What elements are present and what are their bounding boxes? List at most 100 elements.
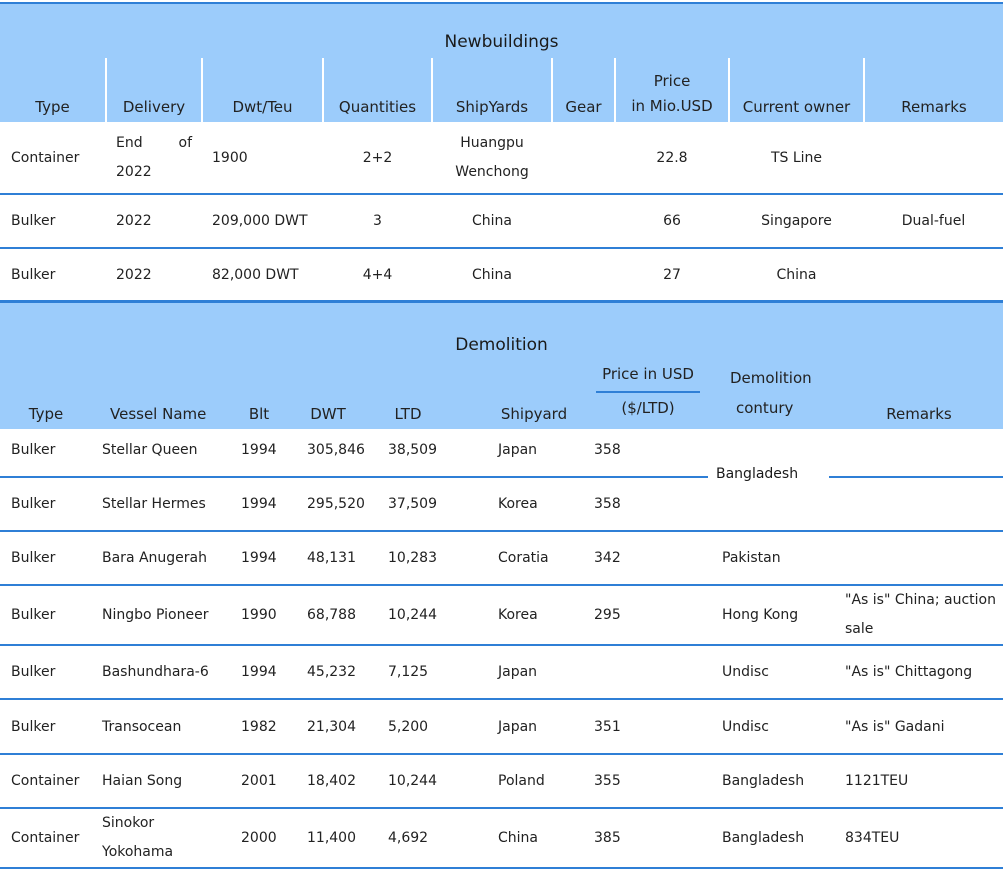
dm-ltd: 37,509 bbox=[368, 477, 448, 532]
nb-type: Bulker bbox=[0, 194, 106, 249]
demolition-title: Demolition bbox=[455, 335, 548, 355]
dm-dwt: 68,788 bbox=[288, 585, 368, 646]
nb-price: 27 bbox=[615, 248, 729, 303]
table-row: Bulker Ningbo Pioneer 1990 68,788 10,244 Kore… bbox=[0, 585, 1003, 646]
nb-header-owner: Current owner bbox=[728, 58, 864, 122]
dm-dwt: 295,520 bbox=[288, 477, 368, 532]
dm-shipyard: Coratia bbox=[448, 531, 582, 586]
nb-owner: China bbox=[729, 248, 864, 303]
dm-vessel-name: Bashundhara-6 bbox=[92, 645, 230, 700]
dm-dwt: 18,402 bbox=[288, 754, 368, 809]
dm-dwt: 45,232 bbox=[288, 645, 368, 700]
nb-price: 22.8 bbox=[615, 122, 729, 195]
dm-dwt: 48,131 bbox=[288, 531, 368, 586]
dm-price: 351 bbox=[582, 699, 714, 755]
dm-header-price: Price in USD ($/LTD) bbox=[582, 359, 714, 429]
dm-shipyard: Korea bbox=[448, 477, 582, 532]
dm-shipyard: Japan bbox=[498, 442, 538, 458]
dm-shipyard: China bbox=[448, 808, 582, 869]
table-row: Bulker Bashundhara-6 1994 45,232 7,125 Japan U… bbox=[0, 645, 1003, 700]
dm-remarks: 1121TEU bbox=[835, 754, 1003, 809]
dm-remarks bbox=[835, 531, 1003, 586]
newbuildings-title: Newbuildings bbox=[444, 32, 559, 52]
dm-blt: 2001 bbox=[230, 754, 288, 809]
dm-price: 295 bbox=[582, 585, 714, 646]
nb-header-gear: Gear bbox=[551, 58, 615, 122]
dm-ltd: 10,244 bbox=[368, 754, 448, 809]
dm-shipyard: Japan bbox=[448, 699, 582, 755]
dm-dwt: 21,304 bbox=[288, 699, 368, 755]
dm-remarks: "As is" Gadani bbox=[835, 699, 1003, 755]
dm-type: Bulker bbox=[0, 645, 92, 700]
table-row: Bulker 2022 209,000 DWT 3 China 66 Singa… bbox=[0, 194, 1003, 249]
dm-remarks: "As is" China; auction sale bbox=[835, 585, 1003, 646]
dm-ltd: 7,125 bbox=[368, 645, 448, 700]
demolition-header-row: Type Vessel Name Blt DWT LTD Shipyard Pr… bbox=[0, 359, 1003, 429]
nb-gear bbox=[552, 122, 615, 195]
dm-vessel-name: Sinokor Yokohama bbox=[92, 808, 230, 869]
dm-type: Bulker bbox=[0, 699, 92, 755]
nb-delivery-b: of bbox=[178, 134, 193, 151]
table-row: Bulker Bara Anugerah 1994 48,131 10,283 Corat… bbox=[0, 531, 1003, 586]
nb-gear bbox=[552, 194, 615, 249]
nb-header-shipyards: ShipYards bbox=[431, 58, 552, 122]
dm-header-country-line1: Demolition bbox=[730, 369, 812, 387]
dm-country: Undisc bbox=[714, 645, 835, 700]
dm-country: Undisc bbox=[714, 699, 835, 755]
newbuildings-title-bar: Newbuildings bbox=[0, 2, 1003, 58]
nb-delivery: 2022 bbox=[106, 194, 202, 249]
nb-delivery-c: 2022 bbox=[116, 163, 152, 180]
nb-header-price: Price in Mio.USD bbox=[614, 58, 729, 122]
nb-dwt: 209,000 DWT bbox=[202, 194, 323, 249]
dm-price: 358 bbox=[594, 442, 621, 458]
dm-blt: 1990 bbox=[230, 585, 288, 646]
merged-country-cell: Bangladesh bbox=[708, 466, 798, 482]
newbuildings-table: Type Delivery Dwt/Teu Quantities ShipYar… bbox=[0, 58, 1003, 303]
nb-owner: TS Line bbox=[729, 122, 864, 195]
nb-remarks bbox=[864, 122, 1003, 195]
dm-shipyard: Korea bbox=[448, 585, 582, 646]
nb-qty: 2+2 bbox=[323, 122, 432, 195]
dm-header-price-line1: Price in USD bbox=[596, 359, 700, 393]
dm-country: Pakistan bbox=[714, 531, 835, 586]
dm-dwt: 305,846 bbox=[307, 442, 365, 458]
nb-header-price-line1: Price bbox=[653, 72, 691, 90]
dm-remarks bbox=[835, 477, 1003, 532]
dm-vessel-name: Bara Anugerah bbox=[92, 531, 230, 586]
newbuildings-header-row: Type Delivery Dwt/Teu Quantities ShipYar… bbox=[0, 58, 1003, 122]
dm-vessel-name: Ningbo Pioneer bbox=[92, 585, 230, 646]
dm-vessel-name: Stellar Queen bbox=[102, 442, 198, 458]
dm-remarks-b: sale bbox=[845, 621, 874, 637]
dm-blt: 2000 bbox=[230, 808, 288, 869]
table-row: Container End of 2022 1900 2+2 Huangpu W… bbox=[0, 122, 1003, 195]
dm-price: 355 bbox=[582, 754, 714, 809]
dm-header-country-line2: contury bbox=[736, 399, 794, 417]
dm-header-ltd: LTD bbox=[368, 359, 448, 429]
nb-dwt: 1900 bbox=[202, 122, 323, 195]
row-divider bbox=[0, 476, 708, 478]
dm-type: Bulker bbox=[11, 442, 56, 458]
nb-remarks: Dual-fuel bbox=[864, 194, 1003, 249]
dm-country: Bangladesh bbox=[714, 808, 835, 869]
dm-vessel-name: Haian Song bbox=[92, 754, 230, 809]
nb-yard-a: Huangpu bbox=[460, 134, 524, 151]
nb-delivery: End of 2022 bbox=[106, 122, 202, 195]
dm-type: Container bbox=[0, 754, 92, 809]
demolition-body: Bulker Stellar Queen 1994 305,846 38,509 Japa… bbox=[0, 423, 1003, 869]
table-row: Bulker Stellar Hermes 1994 295,520 37,509 Kor… bbox=[0, 477, 1003, 532]
dm-country: Hong Kong bbox=[714, 585, 835, 646]
nb-delivery-a: End bbox=[116, 134, 143, 151]
dm-ltd: 10,283 bbox=[368, 531, 448, 586]
dm-vessel-name-b: Yokohama bbox=[102, 844, 174, 860]
dm-vessel-name-a: Sinokor bbox=[102, 815, 155, 831]
dm-type: Bulker bbox=[0, 585, 92, 646]
dm-country: Bangladesh bbox=[714, 754, 835, 809]
nb-yard: China bbox=[432, 194, 552, 249]
table-row: Bulker Transocean 1982 21,304 5,200 Japan 351 U… bbox=[0, 699, 1003, 755]
dm-blt: 1994 bbox=[230, 531, 288, 586]
nb-type: Container bbox=[0, 122, 106, 195]
dm-country bbox=[714, 477, 835, 532]
table-row: Container Haian Song 2001 18,402 10,244 Polan… bbox=[0, 754, 1003, 809]
dm-price: 358 bbox=[582, 477, 714, 532]
dm-header-type: Type bbox=[0, 359, 92, 429]
